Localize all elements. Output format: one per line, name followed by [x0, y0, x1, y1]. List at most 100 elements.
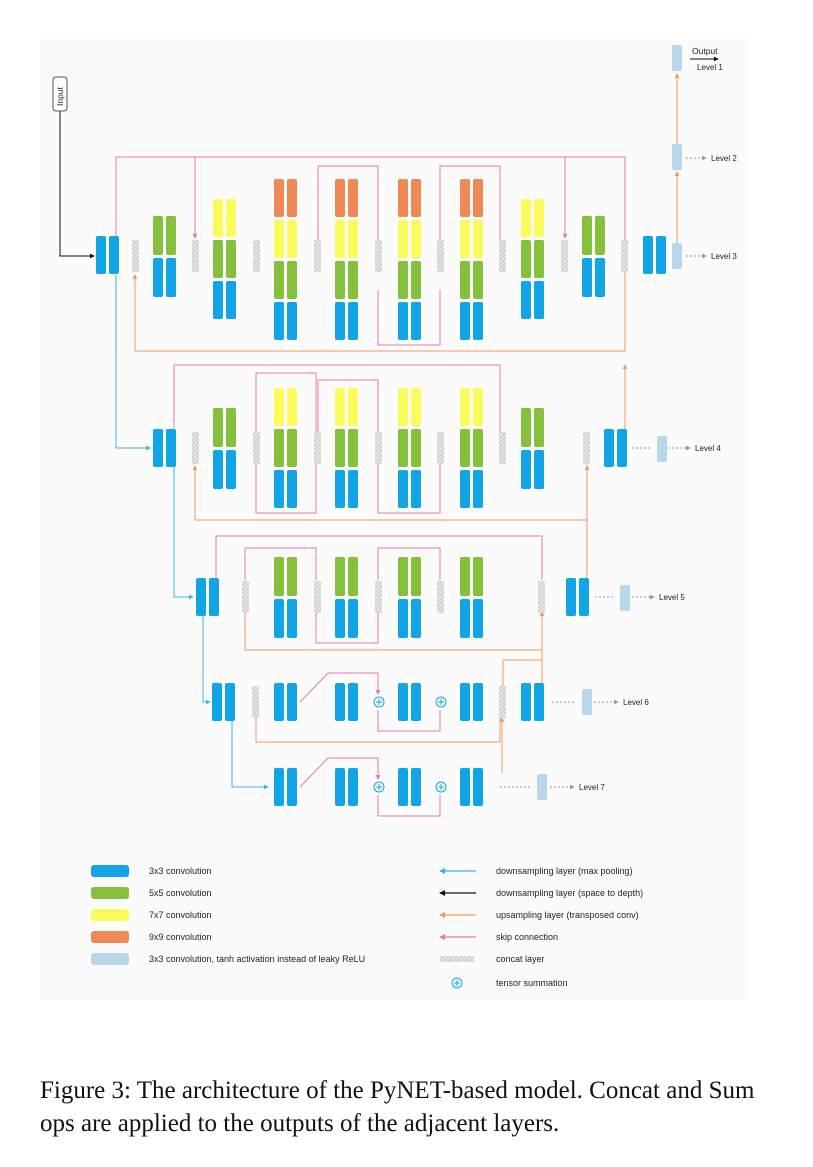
legend-item: 5x5 convolution [91, 887, 212, 899]
conv3x3-block [534, 683, 544, 721]
concat-layer [499, 686, 506, 718]
conv3x3-block [617, 429, 627, 467]
conv5x5-block [274, 557, 284, 596]
conv3x3-block [473, 302, 483, 340]
conv5x5-block [213, 240, 223, 278]
conv5x5-block [460, 261, 470, 299]
sum-symbols [373, 696, 447, 793]
conv9x9-block [411, 179, 421, 217]
conv3x3-block [153, 429, 163, 467]
conv5x5-block [521, 408, 531, 447]
conv7x7-block [411, 220, 421, 258]
conv3x3-block [521, 450, 531, 489]
conv3x3-block [411, 470, 421, 508]
concat-layer [499, 432, 506, 464]
level-4-label: Level 4 [695, 444, 721, 453]
conv3x3-block [411, 302, 421, 340]
conv3x3-block [411, 683, 421, 721]
legend-label: upsampling layer (transposed conv) [496, 910, 639, 920]
conv3x3-block [226, 281, 236, 319]
concat-layer [314, 581, 321, 613]
legend-item: 9x9 convolution [91, 931, 212, 943]
conv3x3-block [348, 683, 358, 721]
conv7x7-block [274, 388, 284, 426]
conv9x9-block [335, 179, 345, 217]
legend-item: tensor summation [451, 977, 568, 989]
concat-layer [132, 240, 139, 272]
legend-label: downsampling layer (max pooling) [496, 866, 633, 876]
conv9x9-block [398, 179, 408, 217]
concat-layer [621, 240, 628, 272]
conv3x3-block [196, 578, 206, 616]
legend-label: downsampling layer (space to depth) [496, 888, 643, 898]
legend-item: 3x3 convolution, tanh activation instead… [91, 953, 365, 965]
conv9x9-block [287, 179, 297, 217]
conv3x3-block [335, 683, 345, 721]
level-1-label: Level 1 [697, 63, 723, 72]
conv3x3-block [460, 683, 470, 721]
legend-label: skip connection [496, 932, 558, 942]
conv7x7-block [287, 388, 297, 426]
concat-layer [499, 240, 506, 272]
concat-layer [437, 240, 444, 272]
conv3x3-block [348, 302, 358, 340]
conv3x3-block [521, 683, 531, 721]
conv5x5-block [534, 240, 544, 278]
conv3x3-block [166, 258, 176, 297]
legend-item: upsampling layer (transposed conv) [439, 910, 639, 920]
pynet-architecture-diagram: Input Output Level 1 Level 2 Level 3 Lev… [52, 45, 737, 989]
conv5x5-block [473, 429, 483, 467]
conv5x5-block [287, 557, 297, 596]
conv3x3-block [398, 302, 408, 340]
conv5x5-block [398, 429, 408, 467]
conv7x7-block [335, 220, 345, 258]
level-2-label: Level 2 [711, 154, 737, 163]
concat-layer [538, 581, 545, 613]
conv3x3-block [398, 470, 408, 508]
conv7x7-block [348, 220, 358, 258]
concat-layer [242, 581, 249, 613]
concat-layer [437, 432, 444, 464]
conv5x5-block [582, 216, 592, 255]
conv3x3-block [166, 429, 176, 467]
concat-layer [252, 686, 259, 718]
conv3x3-block [566, 578, 576, 616]
conv3x3-block [274, 768, 284, 806]
conv5x5-block [335, 557, 345, 596]
concat-layer [253, 240, 260, 272]
conv7x7-block [460, 388, 470, 426]
conv3x3-block [348, 599, 358, 638]
legend-item: downsampling layer (space to depth) [439, 888, 643, 898]
conv7x7-block [411, 388, 421, 426]
legend-label: 7x7 convolution [149, 910, 212, 920]
conv5x5-block [153, 216, 163, 255]
legend-label: 3x3 convolution [149, 866, 212, 876]
conv3x3-block [398, 768, 408, 806]
conv3x3-block [274, 599, 284, 638]
conv3x3-block [274, 683, 284, 721]
figure-panel [40, 38, 748, 1000]
conv7x7-block [473, 388, 483, 426]
conv5x5-block [348, 557, 358, 596]
legend-label: 9x9 convolution [149, 932, 212, 942]
conv3x3-block [335, 302, 345, 340]
legend-item: 3x3 convolution [91, 865, 212, 877]
conv3x3-block [473, 470, 483, 508]
conv7x7-block [473, 220, 483, 258]
concat-layer [253, 432, 260, 464]
tanh-output-block [537, 774, 547, 800]
conv3x3-block [287, 683, 297, 721]
sum-symbol [435, 781, 447, 793]
conv7x7-block [226, 199, 236, 237]
conv3x3-block [348, 470, 358, 508]
conv7x7-block [335, 388, 345, 426]
legend-item: skip connection [439, 932, 558, 942]
tanh-output-block [582, 689, 592, 715]
conv7x7-block [460, 220, 470, 258]
conv3x3-block [287, 599, 297, 638]
conv5x5-block [287, 429, 297, 467]
conv3x3-block [460, 768, 470, 806]
conv3x3-block [213, 281, 223, 319]
level-6-connectors [202, 611, 619, 743]
conv5x5-block [274, 261, 284, 299]
